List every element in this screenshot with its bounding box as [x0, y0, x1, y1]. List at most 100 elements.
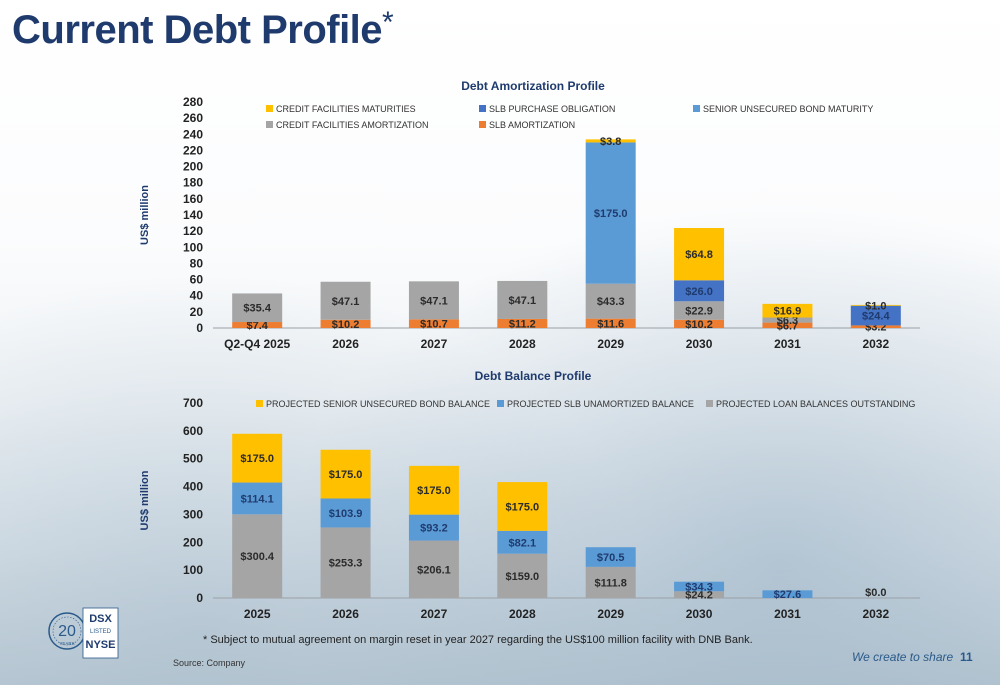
amort-x-tick-2027: 2027 — [421, 337, 448, 351]
svg-text:YEARS: YEARS — [59, 641, 74, 646]
amort-bar-credit-facilities-amortization-2029 — [585, 283, 636, 319]
amort-bar-credit-facilities-amortization-2027 — [408, 281, 459, 320]
page-title: Current Debt Profile* — [12, 6, 394, 52]
balance-y-tick-500: 500 — [183, 452, 203, 466]
amort-legend-label-slb-purchase-obligation: SLB PURCHASE OBLIGATION — [489, 104, 615, 114]
amort-data-label-credit-facilities-amortization-2026: $47.1 — [332, 296, 360, 308]
balance-data-label-projected-slb-unamortized-balance-2029: $70.5 — [597, 552, 625, 564]
balance-legend-label-projected-senior-unsecured-bond-balance: PROJECTED SENIOR UNSECURED BOND BALANCE — [266, 399, 490, 409]
amort-x-tick-2028: 2028 — [509, 337, 536, 351]
balance-bar-projected-senior-unsecured-bond-balance-2026 — [320, 449, 371, 499]
balance-legend-label-projected-slb-unamortized-balance: PROJECTED SLB UNAMORTIZED BALANCE — [507, 399, 694, 409]
amort-data-label-slb-amortization-2031: $6.7 — [777, 320, 798, 332]
balance-legend-swatch-projected-senior-unsecured-bond-balance — [256, 400, 263, 407]
amort-data-label-slb-amortization-q2-q4-2025: $7.4 — [246, 320, 268, 332]
amort-bar-credit-facilities-maturities-2032 — [850, 304, 901, 306]
amort-data-label-senior-unsecured-bond-maturity-2029: $175.0 — [594, 208, 628, 220]
amort-legend-label-slb-amortization: SLB AMORTIZATION — [489, 120, 575, 130]
amort-bar-slb-amortization-q2-q4-2025 — [232, 322, 283, 328]
amort-data-label-credit-facilities-amortization-2027: $47.1 — [420, 295, 448, 307]
balance-data-label-projected-senior-unsecured-bond-balance-2028: $175.0 — [505, 501, 539, 513]
balance-data-label-projected-senior-unsecured-bond-balance-2027: $175.0 — [417, 485, 451, 497]
amort-bar-credit-facilities-amortization-2030 — [674, 301, 725, 320]
amort-legend-swatch-senior-unsecured-bond-maturity — [693, 105, 700, 112]
balance-bar-projected-senior-unsecured-bond-balance-2028 — [497, 482, 548, 531]
balance-y-tick-700: 700 — [183, 396, 203, 410]
balance-x-tick-2031: 2031 — [774, 607, 801, 621]
amort-y-tick-180: 180 — [183, 176, 203, 190]
amort-bar-slb-purchase-obligation-2030 — [674, 280, 725, 302]
amort-x-tick-2030: 2030 — [686, 337, 713, 351]
amort-bar-slb-amortization-2028 — [497, 318, 548, 328]
balance-data-label-projected-slb-unamortized-balance-2027: $93.2 — [420, 523, 448, 535]
amort-y-tick-140: 140 — [183, 208, 203, 222]
debt-balance-chart: Debt Balance Profile US$ million 0 100 200 30… — [139, 369, 920, 621]
balance-x-tick-2025: 2025 — [244, 607, 271, 621]
svg-text:DSX: DSX — [89, 613, 112, 625]
amort-data-label-credit-facilities-amortization-2029: $43.3 — [597, 296, 625, 308]
amort-bar-slb-amortization-2030 — [674, 319, 725, 328]
amort-y-tick-160: 160 — [183, 192, 203, 206]
amort-y-tick-240: 240 — [183, 127, 203, 141]
balance-data-label-projected-slb-unamortized-balance-2031: $27.6 — [774, 589, 802, 601]
amort-y-tick-20: 20 — [190, 305, 204, 319]
footnote: * Subject to mutual agreement on margin … — [203, 634, 753, 646]
amort-x-tick-2029: 2029 — [597, 337, 624, 351]
amort-data-label-slb-amortization-2026: $10.2 — [332, 319, 360, 331]
balance-bar-projected-loan-balances-outstanding-2025 — [232, 514, 283, 598]
amort-y-tick-200: 200 — [183, 160, 203, 174]
amort-data-label-credit-facilities-maturities-2029: $3.8 — [600, 136, 621, 148]
debt-amortization-chart: Debt Amortization Profile US$ million 0 20 4… — [139, 79, 920, 351]
amort-data-label-slb-amortization-2028: $11.2 — [509, 318, 536, 330]
amort-data-label-credit-facilities-amortization-2028: $47.1 — [509, 295, 537, 307]
amort-legend-label-credit-facilities-maturities: CREDIT FACILITIES MATURITIES — [276, 104, 416, 114]
amort-legend-label-senior-unsecured-bond-maturity: SENIOR UNSECURED BOND MATURITY — [703, 104, 873, 114]
balance-bar-projected-slb-unamortized-balance-2027 — [408, 514, 459, 541]
balance-data-label-projected-loan-balances-outstanding-2026: $253.3 — [329, 558, 363, 570]
svg-text:NYSE: NYSE — [86, 639, 116, 651]
svg-text:LISTED: LISTED — [90, 629, 112, 635]
amort-legend-label-credit-facilities-amortization: CREDIT FACILITIES AMORTIZATION — [276, 120, 429, 130]
balance-bar-projected-slb-unamortized-balance-2025 — [232, 482, 283, 515]
amort-data-label-credit-facilities-amortization-2030: $22.9 — [685, 306, 713, 318]
balance-y-tick-100: 100 — [183, 563, 203, 577]
amort-bar-credit-facilities-maturities-2030 — [674, 227, 725, 281]
balance-data-label-projected-slb-unamortized-balance-2025: $114.1 — [241, 493, 274, 505]
balance-x-tick-2026: 2026 — [332, 607, 359, 621]
amort-data-label-slb-purchase-obligation-2030: $26.0 — [685, 286, 713, 298]
balance-bar-projected-senior-unsecured-bond-balance-2025 — [232, 433, 283, 483]
balance-x-tick-2028: 2028 — [509, 607, 536, 621]
amort-y-tick-40: 40 — [190, 289, 204, 303]
amort-x-tick-2026: 2026 — [332, 337, 359, 351]
amort-bar-credit-facilities-maturities-2029 — [585, 139, 636, 143]
balance-data-label-projected-loan-balances-outstanding-2027: $206.1 — [417, 564, 451, 576]
balance-y-tick-0: 0 — [196, 591, 203, 605]
amort-bar-senior-unsecured-bond-maturity-2029 — [585, 142, 636, 284]
balance-y-tick-200: 200 — [183, 535, 203, 549]
page-number: 11 — [960, 650, 973, 664]
balance-bar-projected-slb-unamortized-balance-2028 — [497, 530, 548, 554]
balance-x-tick-2029: 2029 — [597, 607, 624, 621]
amort-data-label-slb-amortization-2030: $10.2 — [685, 319, 713, 331]
balance-bar-projected-slb-unamortized-balance-2029 — [585, 547, 636, 567]
balance-bar-projected-loan-balances-outstanding-2030 — [674, 591, 725, 598]
amort-legend-swatch-credit-facilities-amortization — [266, 121, 273, 128]
balance-x-tick-2027: 2027 — [421, 607, 448, 621]
balance-data-label-projected-slb-unamortized-balance-2026: $103.9 — [329, 508, 363, 520]
balance-data-label-projected-loan-balances-outstanding-2028: $159.0 — [505, 571, 539, 583]
amort-legend-swatch-credit-facilities-maturities — [266, 105, 273, 112]
amort-y-tick-100: 100 — [183, 240, 203, 254]
tagline: We create to share — [852, 650, 954, 664]
balance-data-label-projected-loan-balances-outstanding-2030: $24.2 — [685, 590, 713, 602]
amort-data-label-credit-facilities-amortization-2031: $6.3 — [777, 315, 798, 327]
source-note: Source: Company — [173, 658, 246, 668]
dsx-nyse-logo: 20 YEARS DSX LISTED NYSE — [48, 607, 119, 659]
balance-data-label-projected-senior-unsecured-bond-balance-2025: $175.0 — [240, 453, 274, 465]
amort-x-tick-q2-q4-2025: Q2-Q4 2025 — [224, 337, 290, 351]
balance-y-tick-600: 600 — [183, 424, 203, 438]
amort-legend-swatch-slb-amortization — [479, 121, 486, 128]
amort-y-tick-0: 0 — [196, 321, 203, 335]
amort-bar-slb-amortization-2026 — [320, 319, 371, 328]
amort-bar-slb-purchase-obligation-2032 — [850, 305, 901, 326]
balance-x-tick-2030: 2030 — [686, 607, 713, 621]
